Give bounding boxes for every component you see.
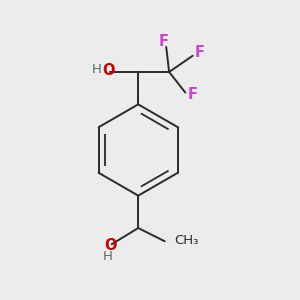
Text: H: H (102, 250, 112, 262)
Text: CH₃: CH₃ (174, 234, 199, 247)
Text: O: O (103, 63, 115, 78)
Text: F: F (188, 87, 198, 102)
Text: F: F (159, 34, 169, 49)
Text: H: H (92, 63, 102, 76)
Text: O: O (104, 238, 116, 253)
Text: F: F (195, 45, 205, 60)
